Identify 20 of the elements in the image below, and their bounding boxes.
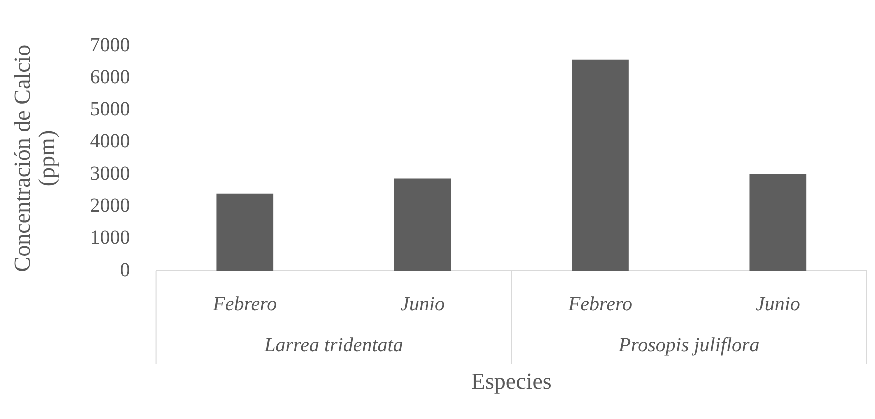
bar xyxy=(216,194,274,271)
y-tick-label: 4000 xyxy=(90,130,130,153)
bar xyxy=(394,178,452,271)
x-tick-label: Febrero xyxy=(567,293,633,316)
y-tick-label: 2000 xyxy=(90,194,130,217)
text: Larrea tridentata xyxy=(264,334,404,356)
y-tick-label: 3000 xyxy=(90,162,130,185)
x-tick-label: Junio xyxy=(756,293,800,316)
x-axis-title: Especies xyxy=(471,369,552,394)
y-tick-label: 6000 xyxy=(90,66,130,88)
y-tick-label: 0 xyxy=(120,259,130,282)
y-tick-label: 7000 xyxy=(90,34,130,56)
bar xyxy=(572,60,629,271)
x-tick-label: Febrero xyxy=(212,293,278,316)
x-tick-label: Junio xyxy=(400,293,446,316)
y-axis-title: Concentración de Calcio (ppm) xyxy=(10,44,60,272)
text: Prosopis juliflora xyxy=(618,334,760,356)
bar xyxy=(750,174,807,271)
y-tick-label: 5000 xyxy=(90,98,130,121)
y-tick-label: 1000 xyxy=(90,227,130,250)
